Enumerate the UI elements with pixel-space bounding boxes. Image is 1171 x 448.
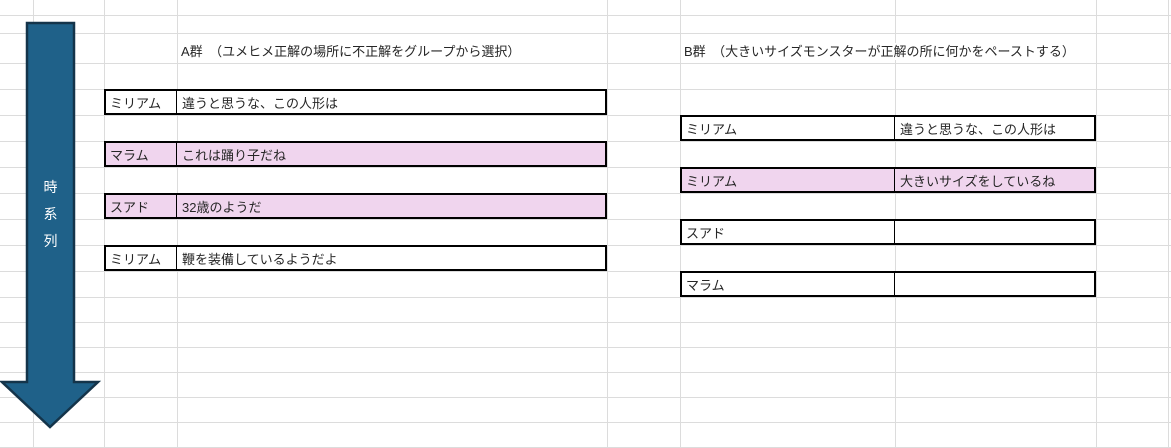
grid-line (0, 115, 1171, 116)
grid-line (1096, 0, 1097, 448)
grid-line (0, 33, 1171, 34)
speaker-cell[interactable]: スアド (106, 195, 177, 217)
dialogue-cell[interactable]: 違うと思うな、この人形は (900, 121, 1057, 137)
timeline-label-char: 列 (43, 233, 58, 249)
dialogue-cell[interactable] (895, 273, 1094, 295)
speaker-cell[interactable]: ミリアム (106, 91, 177, 113)
grid-line (104, 0, 105, 448)
down-arrow-shape[interactable] (0, 21, 102, 429)
dialogue-cell[interactable] (895, 221, 1094, 243)
grid-line (0, 347, 1171, 348)
grid-line (0, 63, 1171, 64)
grid-line (607, 0, 608, 448)
grid-line (0, 167, 1171, 168)
speaker-cell[interactable]: マラム (682, 273, 895, 295)
dialogue-cell[interactable]: これは踊り子だね (182, 147, 287, 163)
speaker-cell[interactable]: スアド (682, 221, 895, 243)
grid-line (0, 422, 1171, 423)
dialogue-cell[interactable]: 違うと思うな、この人形は (182, 95, 339, 111)
speaker-cell[interactable]: ミリアム (106, 247, 177, 269)
grid-line (0, 322, 1171, 323)
speaker-cell[interactable]: ミリアム (682, 169, 895, 191)
grid-line (0, 397, 1171, 398)
grid-line (0, 372, 1171, 373)
timeline-label-char: 時 (43, 179, 58, 195)
dialogue-cell[interactable]: 大きいサイズをしているね (900, 173, 1056, 189)
timeline-label-char: 系 (43, 206, 58, 222)
grid-line (0, 219, 1171, 220)
dialogue-cell[interactable]: 鞭を装備しているようだよ (182, 251, 338, 267)
grid-line (0, 271, 1171, 272)
grid-line (0, 297, 1171, 298)
grid-line (0, 15, 1171, 16)
group-b-title[interactable]: B群 （大きいサイズモンスターが正解の所に何かをペーストする） (684, 43, 1078, 60)
group-a-title[interactable]: A群 （ユメヒメ正解の場所に不正解をグループから選択） (181, 43, 524, 60)
dialogue-row: マラム これは踊り子だね (104, 141, 607, 167)
dialogue-row: ミリアム 違うと思うな、この人形は (104, 89, 607, 115)
grid-line (177, 0, 178, 448)
dialogue-row: スアド 32歳のようだ (104, 193, 607, 219)
dialogue-cell[interactable]: 32歳のようだ (182, 199, 262, 215)
dialogue-row: ミリアム 鞭を装備しているようだよ (104, 245, 607, 271)
timeline-arrow-label: 時系列 (27, 174, 74, 255)
dialogue-row: ミリアム 大きいサイズをしているね (680, 167, 1096, 193)
timeline-down-arrow[interactable] (0, 20, 102, 432)
dialogue-row: ミリアム 違うと思うな、この人形は (680, 115, 1096, 141)
speaker-cell[interactable]: ミリアム (682, 117, 895, 139)
grid-line (1168, 0, 1169, 448)
dialogue-row: マラム (680, 271, 1096, 297)
dialogue-row: スアド (680, 219, 1096, 245)
speaker-cell[interactable]: マラム (106, 143, 177, 165)
